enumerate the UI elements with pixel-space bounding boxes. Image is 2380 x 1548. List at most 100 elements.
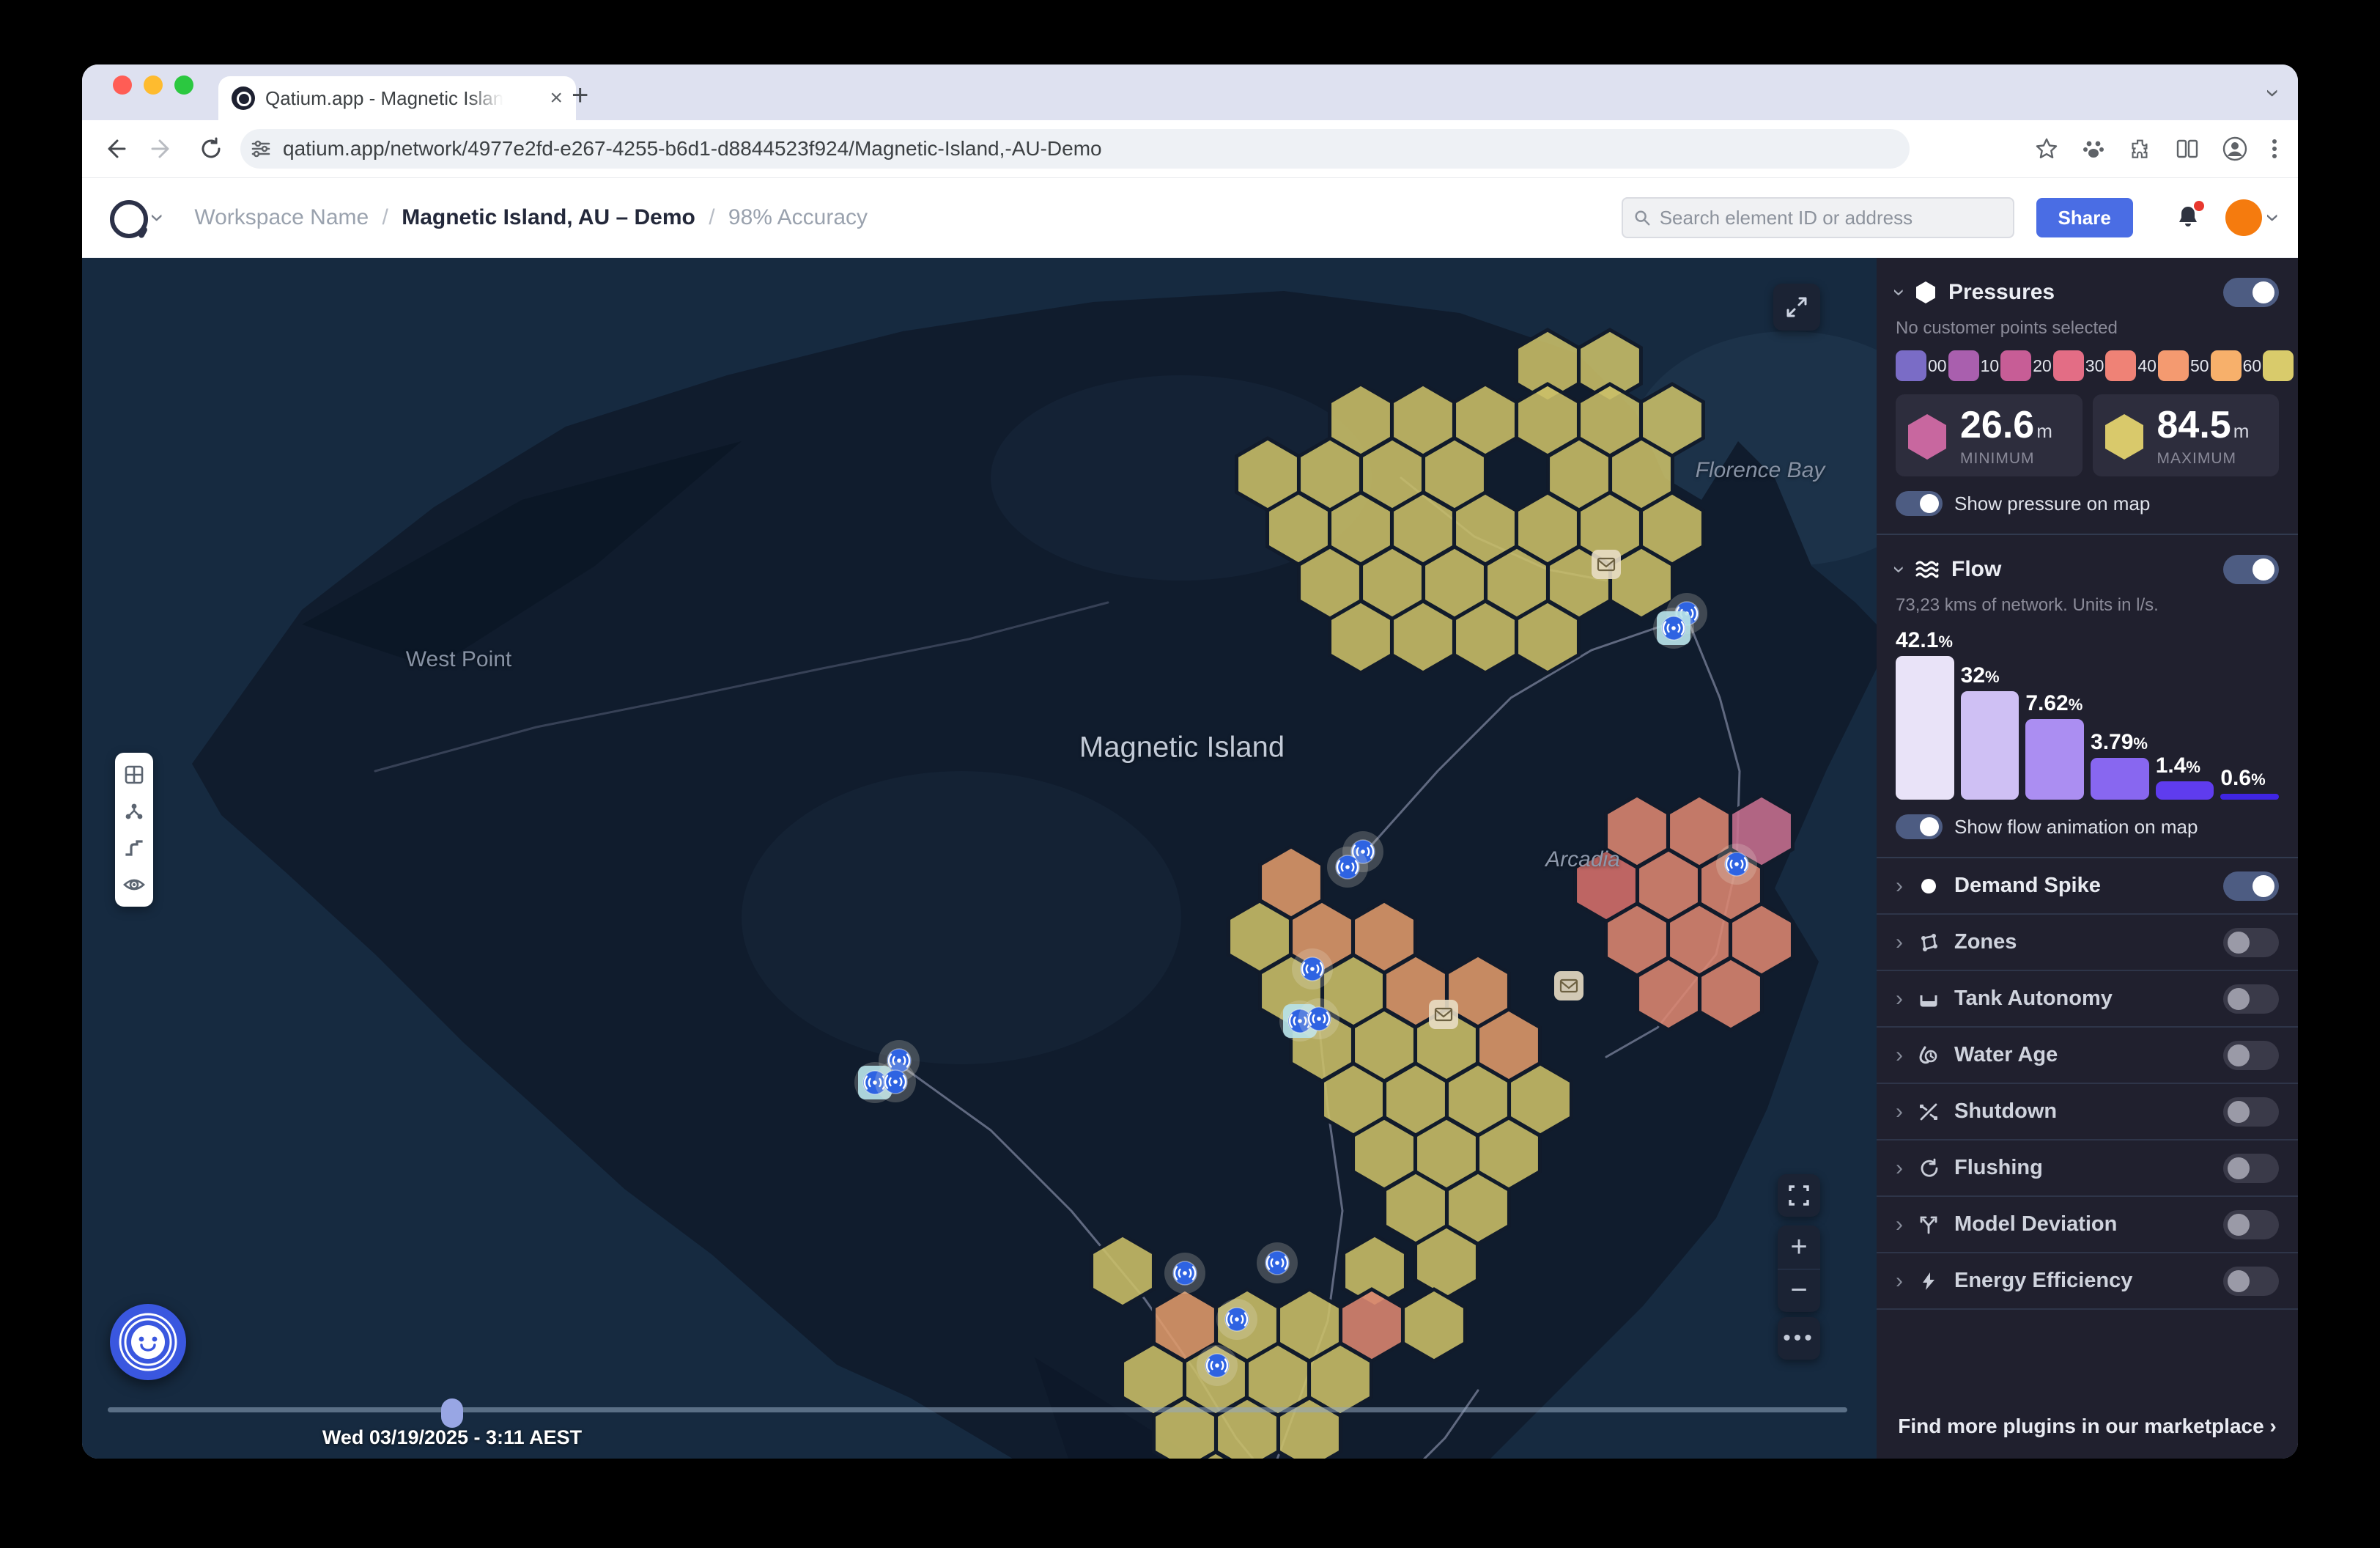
demand-spike-icon (1916, 876, 1941, 896)
pressure-swatch-label: 40 (2136, 356, 2158, 376)
demand-spike-toggle[interactable] (2223, 871, 2279, 901)
chevron-right-icon[interactable]: › (1896, 875, 1903, 897)
fullscreen-window-button[interactable] (174, 75, 193, 95)
tab-close-icon[interactable]: × (550, 87, 563, 109)
timeline-slider[interactable] (108, 1407, 1847, 1412)
reading-list-icon[interactable] (2175, 136, 2200, 161)
flow-bar: 0.6% (2220, 766, 2279, 800)
show-flow-animation-toggle[interactable] (1896, 814, 1943, 839)
tab-search-chevron-icon[interactable]: › (2261, 89, 2285, 97)
pressure-maximum-card: 84.5m MAXIMUM (2093, 394, 2280, 476)
close-window-button[interactable] (113, 75, 132, 95)
show-flow-animation-label: Show flow animation on map (1954, 816, 2198, 838)
browser-toolbar: qatium.app/network/4977e2fd-e267-4255-b6… (82, 120, 2298, 178)
address-bar[interactable]: qatium.app/network/4977e2fd-e267-4255-b6… (240, 129, 1910, 169)
pressure-color-scale: 00102030405060 (1896, 350, 2279, 381)
water-age-toggle[interactable] (2223, 1041, 2279, 1070)
qatium-logo[interactable] (108, 199, 147, 237)
pipes-icon[interactable] (118, 832, 150, 864)
energy-bolt-icon (1916, 1270, 1941, 1292)
fit-view-button[interactable] (1778, 1174, 1820, 1217)
site-info-icon[interactable] (246, 134, 276, 163)
extension-paw-icon[interactable] (2081, 136, 2106, 161)
user-avatar[interactable] (2225, 199, 2262, 236)
minimum-unit: m (2036, 420, 2052, 442)
pressure-swatch (2158, 350, 2189, 381)
extensions-puzzle-icon[interactable] (2128, 136, 2153, 161)
plugin-label: Model Deviation (1954, 1212, 2210, 1236)
show-pressure-toggle[interactable] (1896, 491, 1943, 516)
sidebar-item-demand-spike[interactable]: › Demand Spike (1877, 858, 2298, 915)
network-nodes-icon[interactable] (118, 795, 150, 828)
model-deviation-toggle[interactable] (2223, 1210, 2279, 1239)
sidebar-item-water-age[interactable]: › Water Age (1877, 1028, 2298, 1084)
sidebar-item-tank-autonomy[interactable]: › Tank Autonomy (1877, 971, 2298, 1028)
zones-toggle[interactable] (2223, 928, 2279, 957)
share-button[interactable]: Share (2036, 198, 2133, 237)
flow-histogram: 42.1%32%7.62%3.79%1.4%0.6% (1896, 627, 2279, 800)
marketplace-link[interactable]: Find more plugins in our marketplace › (1877, 1415, 2298, 1459)
flow-toggle[interactable] (2223, 555, 2279, 584)
flow-panel: › Flow 73,23 kms of network. Units in l/… (1877, 535, 2298, 857)
flushing-toggle[interactable] (2223, 1154, 2279, 1183)
pressure-swatch (2263, 350, 2294, 381)
pressures-panel: › Pressures No customer points selected … (1877, 258, 2298, 534)
shutdown-toggle[interactable] (2223, 1097, 2279, 1127)
chevron-right-icon[interactable]: › (1896, 1270, 1903, 1292)
chevron-right-icon[interactable]: › (1896, 1157, 1903, 1179)
flow-title: Flow (1951, 557, 2001, 582)
pressure-swatch-label: 10 (1979, 356, 2001, 376)
window-controls[interactable] (113, 75, 193, 95)
breadcrumb-workspace[interactable]: Workspace Name (194, 205, 369, 229)
chevron-right-icon[interactable]: › (1896, 932, 1903, 954)
support-chat-button[interactable] (110, 1304, 186, 1380)
chevron-right-icon[interactable]: › (1896, 1214, 1903, 1236)
chevron-down-icon[interactable]: › (1888, 566, 1910, 573)
browser-tab[interactable]: Qatium.app - Magnetic Islan × (218, 76, 576, 120)
chevron-right-icon[interactable]: › (1896, 1101, 1903, 1123)
pressures-toggle[interactable] (2223, 278, 2279, 307)
app-header: › Workspace Name / Magnetic Island, AU –… (82, 178, 2298, 258)
sidebar-item-flushing[interactable]: › Flushing (1877, 1140, 2298, 1197)
screen: Qatium.app - Magnetic Islan × + › qatium… (0, 0, 2380, 1548)
chevron-right-icon[interactable]: › (1896, 988, 1903, 1010)
chevron-right-icon[interactable]: › (1896, 1044, 1903, 1066)
water-age-icon (1916, 1044, 1941, 1066)
element-search[interactable] (1622, 197, 2014, 238)
zoom-in-button[interactable]: + (1778, 1226, 1820, 1269)
sidebar-item-energy-efficiency[interactable]: › Energy Efficiency (1877, 1253, 2298, 1310)
account-chevron-icon[interactable]: › (2261, 213, 2285, 221)
map-label-florence-bay: Florence Bay (1696, 458, 1825, 483)
back-button[interactable] (98, 133, 130, 165)
search-input[interactable] (1658, 206, 2003, 230)
sidebar-item-model-deviation[interactable]: › Model Deviation (1877, 1197, 2298, 1253)
zones-icon (1916, 932, 1941, 954)
expand-panel-button[interactable] (1773, 284, 1820, 331)
map-more-options-button[interactable]: ••• (1778, 1317, 1820, 1360)
new-tab-button[interactable]: + (572, 81, 588, 110)
browser-menu-dots-icon[interactable] (2270, 136, 2279, 161)
network-map[interactable]: West Point Magnetic Island Florence Bay … (82, 258, 1877, 1459)
pressures-title: Pressures (1948, 280, 2055, 305)
workspace-chevron-icon[interactable]: › (146, 213, 171, 221)
timeline-knob[interactable] (441, 1398, 463, 1428)
zoom-out-button[interactable]: − (1778, 1269, 1820, 1313)
sidebar-item-zones[interactable]: › Zones (1877, 915, 2298, 971)
forward-button[interactable] (147, 133, 179, 165)
plugin-label: Zones (1954, 930, 2210, 954)
minimize-window-button[interactable] (144, 75, 163, 95)
sidebar-item-shutdown[interactable]: › Shutdown (1877, 1084, 2298, 1140)
breadcrumb-network[interactable]: Magnetic Island, AU – Demo (402, 205, 695, 229)
chevron-down-icon[interactable]: › (1888, 289, 1910, 296)
energy-efficiency-toggle[interactable] (2223, 1267, 2279, 1296)
bookmark-star-icon[interactable] (2034, 136, 2059, 161)
pressure-minimum-card: 26.6m MINIMUM (1896, 394, 2082, 476)
visibility-eye-icon[interactable] (118, 869, 150, 901)
tank-autonomy-toggle[interactable] (2223, 984, 2279, 1014)
reload-button[interactable] (195, 133, 227, 165)
notifications-bell-icon[interactable] (2174, 204, 2202, 232)
minimum-value: 26.6 (1960, 404, 2034, 446)
grid-layers-icon[interactable] (118, 759, 150, 791)
profile-icon[interactable] (2222, 136, 2248, 162)
url-text[interactable]: qatium.app/network/4977e2fd-e267-4255-b6… (283, 137, 1102, 161)
